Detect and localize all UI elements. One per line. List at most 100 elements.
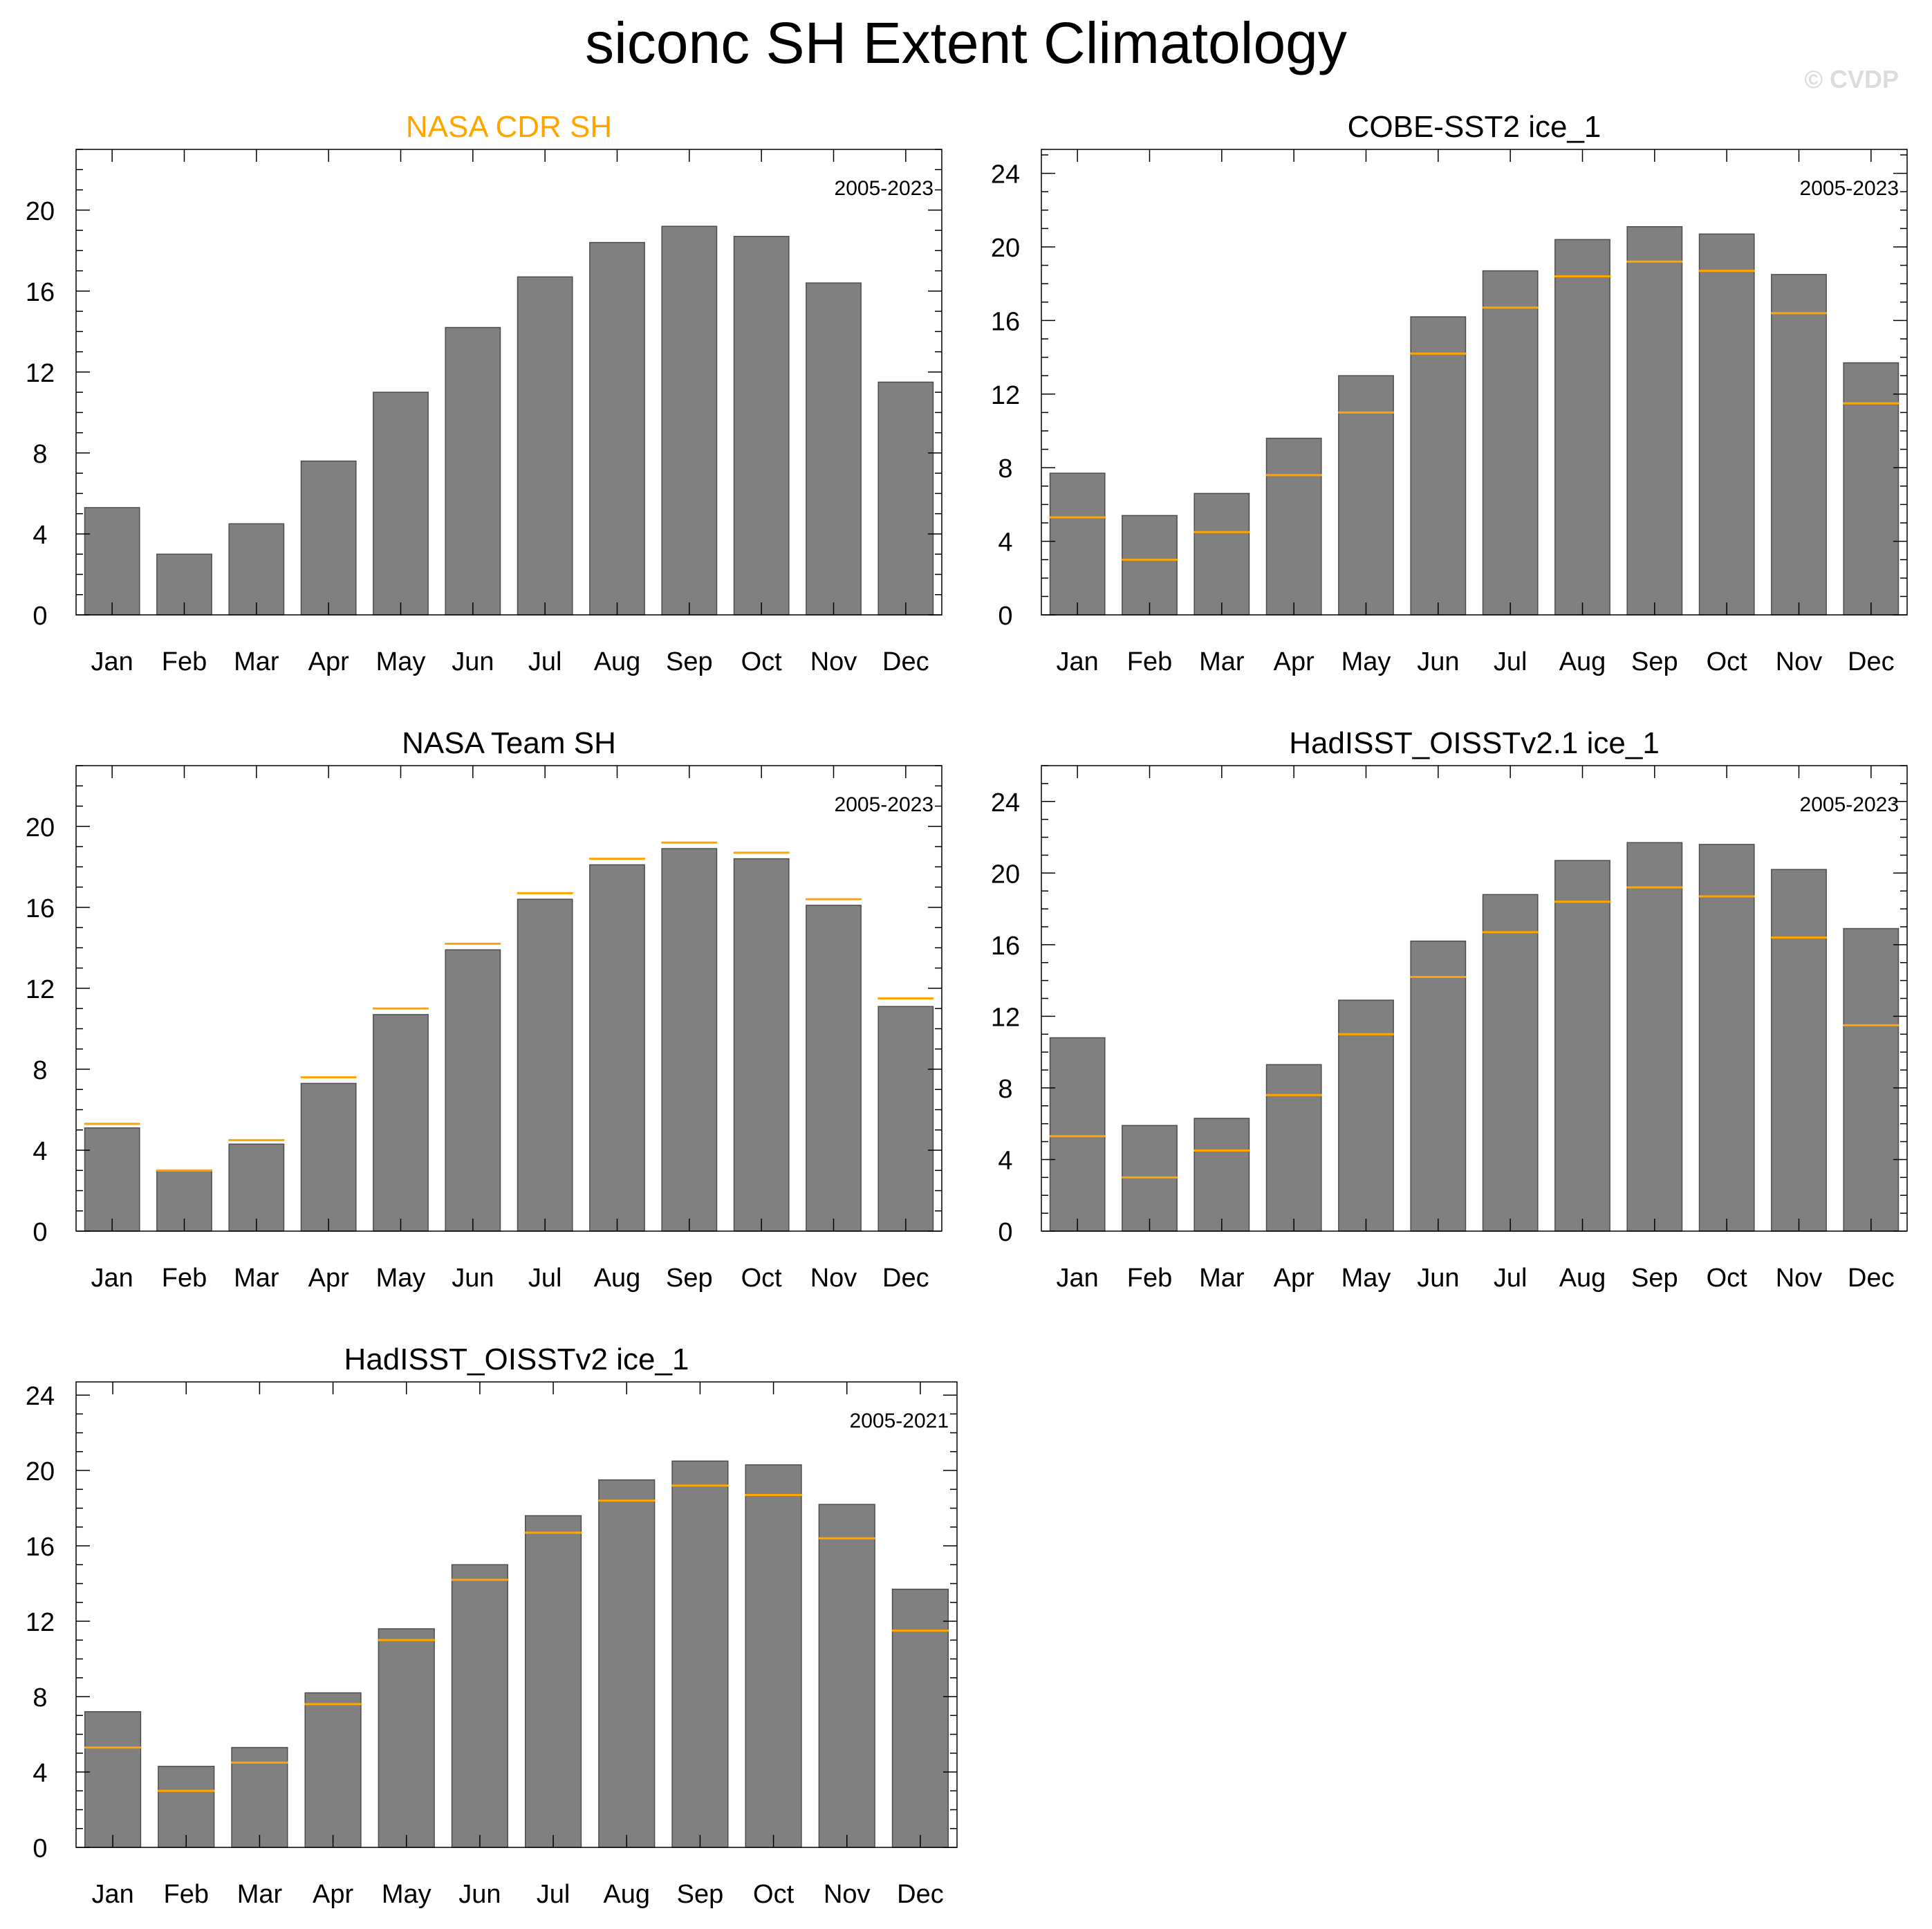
- y-tick-label: 4: [32, 521, 47, 550]
- watermark: © CVDP: [1804, 65, 1899, 93]
- bar-feb: [1122, 515, 1178, 616]
- y-tick-label: 0: [32, 1218, 47, 1247]
- panel-title: COBE-SST2 ice_1: [1348, 110, 1601, 144]
- x-tick-label: Jan: [1057, 1264, 1099, 1293]
- bar-nov: [1771, 274, 1827, 616]
- y-tick-label: 16: [26, 1533, 55, 1562]
- plot-frame: [75, 765, 942, 1232]
- x-tick-label: Jan: [91, 1264, 133, 1293]
- y-tick-label: 16: [26, 894, 55, 923]
- bar-dec: [877, 381, 934, 616]
- x-tick-label: Nov: [810, 1264, 857, 1293]
- y-tick-label: 24: [991, 160, 1020, 190]
- bar-apr: [300, 1082, 357, 1232]
- x-tick-label: Jan: [91, 1880, 133, 1909]
- y-tick-label: 12: [26, 975, 55, 1004]
- x-tick-label: Apr: [308, 647, 349, 676]
- x-tick-label: Aug: [594, 1264, 641, 1293]
- x-tick-label: Aug: [1559, 647, 1606, 676]
- y-tick-label: 20: [26, 1457, 55, 1486]
- y-tick-label: 8: [32, 1056, 47, 1085]
- bar-mar: [231, 1746, 288, 1848]
- bar-oct: [1698, 233, 1755, 616]
- panel-title: NASA CDR SH: [406, 110, 612, 144]
- x-tick-label: Nov: [1776, 647, 1823, 676]
- y-tick-label: 8: [32, 1683, 47, 1713]
- period-label: 2005-2023: [1800, 793, 1899, 816]
- page-title: siconc SH Extent Climatology: [585, 10, 1347, 75]
- x-tick-label: Jun: [458, 1880, 501, 1909]
- x-tick-label: Feb: [164, 1880, 209, 1909]
- bar-jul: [517, 898, 573, 1232]
- x-tick-label: Mar: [234, 647, 279, 676]
- bar-oct: [733, 236, 790, 616]
- x-tick-label: May: [1341, 1264, 1391, 1293]
- x-tick-label: Oct: [1707, 647, 1748, 676]
- x-tick-label: Oct: [741, 1264, 783, 1293]
- y-tick-label: 20: [991, 860, 1020, 889]
- plot-frame: [1041, 149, 1908, 616]
- bar-sep: [661, 225, 718, 616]
- bar-jan: [84, 507, 140, 616]
- y-tick-label: 0: [998, 602, 1012, 631]
- x-tick-label: May: [376, 647, 426, 676]
- x-tick-label: Aug: [1559, 1264, 1606, 1293]
- y-tick-label: 8: [998, 1075, 1012, 1104]
- x-tick-label: Jul: [537, 1880, 570, 1909]
- panel-title: NASA Team SH: [402, 726, 616, 760]
- x-tick-label: Jun: [452, 647, 494, 676]
- x-tick-label: Mar: [1199, 647, 1245, 676]
- y-tick-label: 0: [998, 1218, 1012, 1247]
- x-tick-label: Mar: [237, 1880, 283, 1909]
- y-tick-label: 16: [991, 307, 1020, 336]
- x-tick-label: Apr: [1274, 647, 1315, 676]
- y-tick-label: 12: [26, 359, 55, 388]
- x-tick-label: Jul: [1494, 647, 1527, 676]
- x-tick-label: Sep: [666, 1264, 713, 1293]
- chart-panel-4: HadISST_OISSTv2.1 ice_1 0 4 8 12 16 20 24 Jan Feb…: [991, 726, 1908, 1293]
- x-tick-label: Jun: [1417, 647, 1459, 676]
- x-tick-label: Sep: [677, 1880, 724, 1909]
- plot-frame: [75, 149, 942, 616]
- bar-dec: [891, 1588, 949, 1848]
- y-tick-label: 8: [32, 440, 47, 469]
- x-tick-label: Dec: [1848, 647, 1895, 676]
- y-tick-label: 20: [26, 813, 55, 842]
- chart-panel-1: NASA CDR SH 0 4 8 12 16 20 Jan Feb Mar Apr May Jun Ju…: [26, 110, 942, 676]
- bar-aug: [1554, 860, 1610, 1232]
- x-tick-label: Jul: [528, 647, 562, 676]
- bar-mar: [228, 1143, 285, 1232]
- x-tick-label: Jun: [1417, 1264, 1459, 1293]
- chart-panel-5: HadISST_OISSTv2 ice_1 0 4 8 12 16 20 24 Jan Feb Ma…: [26, 1342, 958, 1909]
- bar-may: [1338, 375, 1394, 616]
- x-tick-label: Mar: [1199, 1264, 1245, 1293]
- x-tick-label: Dec: [882, 1264, 929, 1293]
- x-tick-label: Nov: [1776, 1264, 1823, 1293]
- bar-jul: [517, 276, 573, 616]
- bar-dec: [1843, 362, 1900, 616]
- y-tick-label: 0: [32, 1834, 47, 1863]
- x-tick-label: May: [1341, 647, 1391, 676]
- x-tick-label: Oct: [753, 1880, 795, 1909]
- x-tick-label: Apr: [1274, 1264, 1315, 1293]
- panel-title: HadISST_OISSTv2.1 ice_1: [1289, 726, 1660, 760]
- bar-oct: [1698, 844, 1755, 1232]
- bar-may: [373, 391, 429, 616]
- bar-jul: [1482, 270, 1539, 616]
- x-tick-label: Jul: [528, 1264, 562, 1293]
- bar-jun: [1410, 316, 1467, 616]
- bar-may: [378, 1628, 435, 1848]
- x-tick-label: Feb: [162, 1264, 207, 1293]
- x-tick-label: Sep: [1631, 647, 1678, 676]
- bar-aug: [1554, 239, 1610, 616]
- y-tick-label: 4: [32, 1759, 47, 1788]
- bar-apr: [304, 1692, 362, 1848]
- x-tick-label: Aug: [594, 647, 641, 676]
- bar-jun: [1410, 940, 1467, 1232]
- bar-aug: [589, 864, 645, 1232]
- bar-apr: [1265, 437, 1322, 616]
- period-label: 2005-2023: [1800, 177, 1899, 200]
- y-tick-label: 8: [998, 454, 1012, 483]
- y-tick-label: 12: [991, 1003, 1020, 1032]
